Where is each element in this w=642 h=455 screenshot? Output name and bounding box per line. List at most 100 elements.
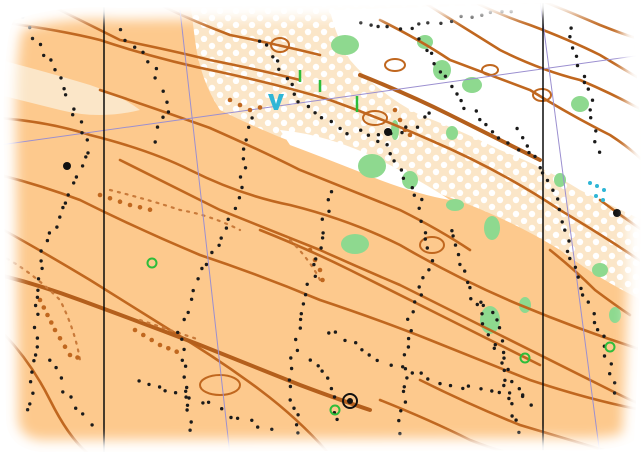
boulder-dot <box>419 371 423 375</box>
boulder-dot <box>517 387 521 391</box>
boulder-dot <box>376 24 380 29</box>
knoll-dot <box>97 192 103 198</box>
vegetation-patch <box>358 154 386 178</box>
boulder-dot <box>244 138 248 142</box>
boulder-dot <box>185 385 189 390</box>
boulder-dot <box>451 234 455 238</box>
water-dot <box>601 198 605 202</box>
forest-white-area <box>330 2 641 220</box>
boulder-dot <box>133 45 137 49</box>
boulder-dot <box>417 22 421 26</box>
boulder-dot <box>495 318 499 322</box>
boulder-dot <box>392 159 396 163</box>
boulder-dot <box>257 39 262 43</box>
boulder-dot <box>426 21 430 25</box>
boulder-dot <box>241 147 246 151</box>
boulder-dot <box>403 400 408 404</box>
boulder-dot <box>602 334 606 338</box>
boulder-dot <box>233 206 238 211</box>
boulder-dot <box>449 19 454 24</box>
boulder-dot <box>579 286 583 291</box>
boulder-dot <box>517 148 521 152</box>
boulder-dot <box>313 111 317 115</box>
boulder-dot <box>147 382 151 387</box>
boulder-dot <box>491 310 495 315</box>
knoll-dot <box>307 247 313 253</box>
boulder-dot <box>294 337 298 342</box>
boulder-dot <box>450 229 454 233</box>
boulder-dot <box>35 336 40 340</box>
boulder-dot <box>313 274 317 278</box>
boulder-dot <box>63 201 68 205</box>
boulder-dot <box>53 68 57 72</box>
boulder-dot <box>155 125 160 129</box>
vegetation-patch <box>341 234 369 254</box>
boulder-dot <box>398 431 402 436</box>
water-dot <box>594 194 598 198</box>
boulder-dot <box>220 407 224 411</box>
knoll-dot <box>317 267 323 273</box>
knoll-dot <box>397 117 403 123</box>
control-point <box>342 393 358 409</box>
boulder-dot <box>217 243 221 247</box>
large-boulder <box>613 209 621 217</box>
boulder-dot <box>183 364 188 368</box>
boulder-dot <box>455 92 459 96</box>
boulder-dot <box>492 346 496 350</box>
knoll-dot <box>157 342 163 348</box>
boulder-dot <box>421 276 425 280</box>
boulder-dot <box>59 76 63 80</box>
knoll-dot <box>67 352 73 358</box>
boulder-dot <box>525 144 529 148</box>
boulder-dot <box>59 376 64 380</box>
boulder-dot <box>305 282 309 286</box>
boulder-dot <box>80 164 85 168</box>
boulder-dot <box>417 285 421 289</box>
boulder-dot <box>30 370 34 374</box>
boulder-dot <box>71 113 75 117</box>
boulder-dot <box>285 76 290 81</box>
boulder-dot <box>320 369 324 373</box>
boulder-dot <box>506 367 510 372</box>
boulder-dot <box>275 59 280 63</box>
boulder-dot <box>486 333 490 337</box>
boulder-dot <box>79 120 84 124</box>
control-inner-dot <box>347 398 353 404</box>
boulder-dot <box>590 98 595 102</box>
boulder-dot <box>425 48 429 53</box>
boulder-dot <box>388 152 392 156</box>
boulder-dot <box>69 395 73 399</box>
boulder-dot <box>479 300 483 304</box>
boulder-dot <box>400 130 404 135</box>
boulder-dot <box>448 383 453 388</box>
boulder-dot <box>30 36 35 41</box>
vegetation-patch <box>446 199 464 211</box>
boulder-dot <box>423 237 427 241</box>
boulder-dot <box>31 391 35 395</box>
boulder-dot <box>443 74 448 79</box>
boulder-dot <box>153 140 157 144</box>
large-boulders <box>63 128 621 217</box>
north-lines <box>103 2 544 452</box>
water-v-mark <box>268 94 284 110</box>
boulder-dot <box>241 157 246 161</box>
boulder-dot <box>292 92 296 96</box>
boulder-dot <box>545 178 550 183</box>
boulder-dot <box>237 196 242 200</box>
boulder-dot <box>188 428 192 432</box>
boulder-dot <box>501 350 506 355</box>
boulder-dot <box>74 406 78 410</box>
boulder-dot <box>510 402 514 406</box>
boulder-dot <box>163 389 167 393</box>
boulder-dot <box>49 58 53 62</box>
knoll-dot <box>227 97 233 103</box>
vegetation-patch <box>609 307 621 323</box>
vegetation-patch <box>331 35 359 55</box>
boulder-dot <box>308 358 312 362</box>
boulder-dot <box>329 119 333 124</box>
boulder-dot <box>32 359 36 363</box>
boulder-dot <box>81 412 85 416</box>
knoll-dot <box>127 202 133 208</box>
boulder-dot <box>593 140 597 144</box>
